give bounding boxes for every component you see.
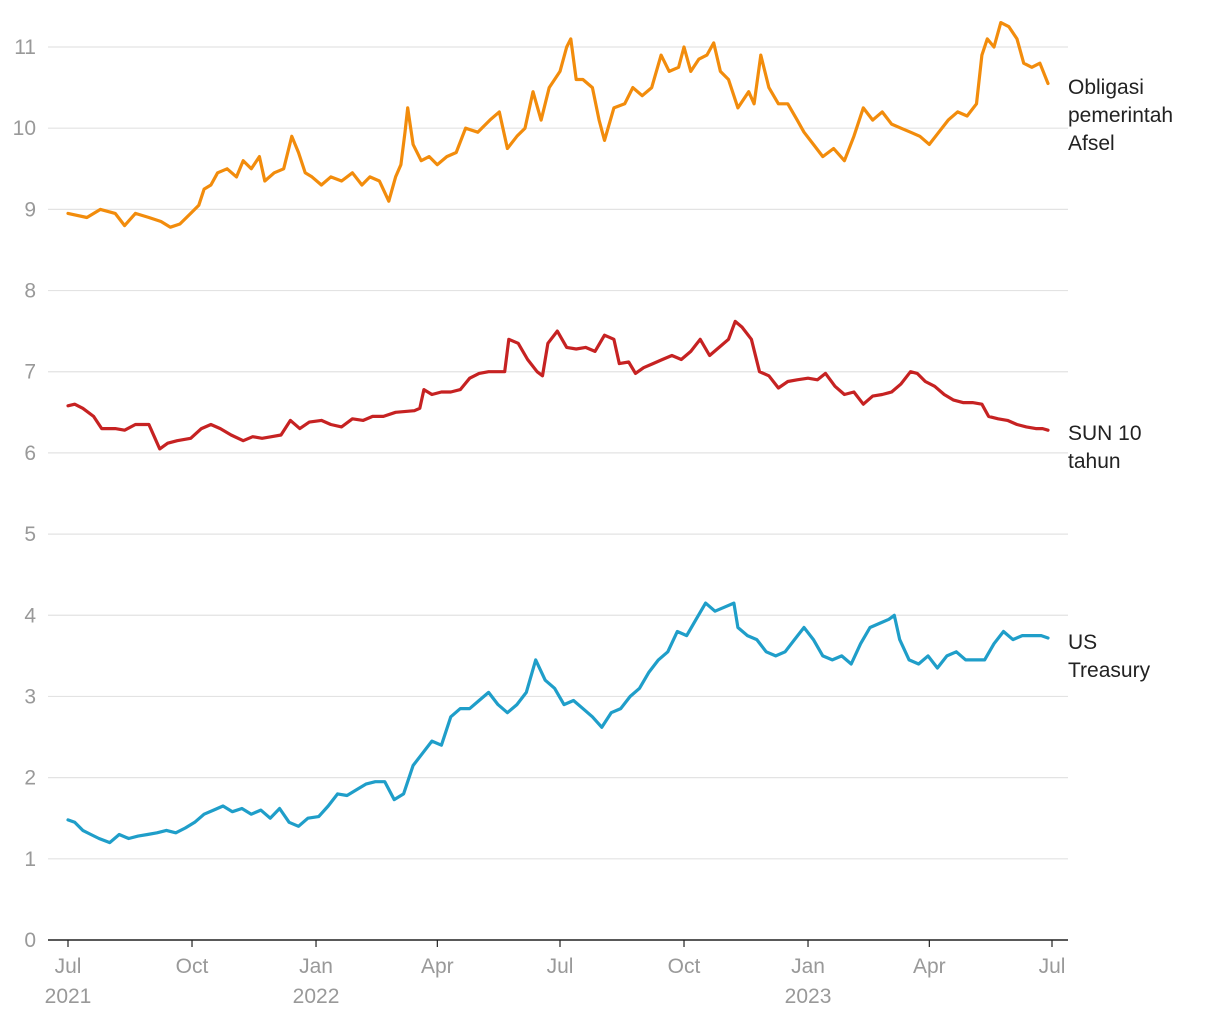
x-tick-label-2: Jan	[299, 955, 333, 978]
series-label-0: Obligasi pemerintah Afsel	[1068, 76, 1173, 155]
y-tick-label-10: 10	[13, 117, 36, 140]
series-labels: Obligasi pemerintah Afsel SUN 10 tahun US Trea…	[1068, 76, 1173, 682]
series-label-line: pemerintah	[1068, 104, 1173, 127]
y-tick-label-1: 1	[24, 848, 36, 871]
gridlines	[48, 46, 1068, 860]
x-tick-label-7: Apr	[913, 955, 946, 978]
x-axis-tick-labels: Jul 2021 Oct Jan 2022 Apr Jul Oct Jan 2023 Apr Jul	[45, 955, 1066, 1008]
x-tick-label-8: Jul	[1039, 955, 1066, 978]
y-tick-label-0: 0	[24, 929, 36, 952]
y-tick-label-6: 6	[24, 442, 36, 465]
y-tick-label-2: 2	[24, 767, 36, 790]
x-tick-label-0: Jul	[55, 955, 82, 978]
x-axis	[48, 939, 1068, 947]
x-tick-label-3: Apr	[421, 955, 454, 978]
series-label-line: SUN 10	[1068, 422, 1142, 445]
series-line-2	[66, 601, 1050, 845]
y-tick-label-5: 5	[24, 523, 36, 546]
series-label-line: Treasury	[1068, 659, 1151, 682]
y-tick-label-8: 8	[24, 280, 36, 303]
series-lines	[66, 21, 1050, 845]
x-tick-label-5: Oct	[668, 955, 701, 978]
x-tick-label-6: Jan	[791, 955, 825, 978]
series-line-1	[66, 319, 1050, 451]
x-tick-label-1: Oct	[176, 955, 209, 978]
y-tick-label-7: 7	[24, 361, 36, 384]
y-tick-label-4: 4	[24, 604, 36, 627]
y-tick-label-11: 11	[14, 36, 36, 59]
series-label-line: Obligasi	[1068, 76, 1144, 99]
series-label-1: SUN 10 tahun	[1068, 422, 1142, 473]
series-label-line: Afsel	[1068, 132, 1115, 155]
x-tick-year-6: 2023	[785, 985, 832, 1008]
x-tick-label-4: Jul	[547, 955, 574, 978]
y-tick-label-3: 3	[24, 685, 36, 708]
y-tick-label-9: 9	[24, 198, 36, 221]
series-label-line: tahun	[1068, 450, 1121, 473]
x-tick-year-2: 2022	[293, 985, 340, 1008]
series-label-2: US Treasury	[1068, 631, 1151, 682]
x-tick-year-0: 2021	[45, 985, 92, 1008]
series-label-line: US	[1068, 631, 1097, 654]
series-line-0	[66, 21, 1050, 229]
y-axis-tick-labels: 0 1 2 3 4 5 6 7 8 9 10 11	[13, 36, 37, 952]
